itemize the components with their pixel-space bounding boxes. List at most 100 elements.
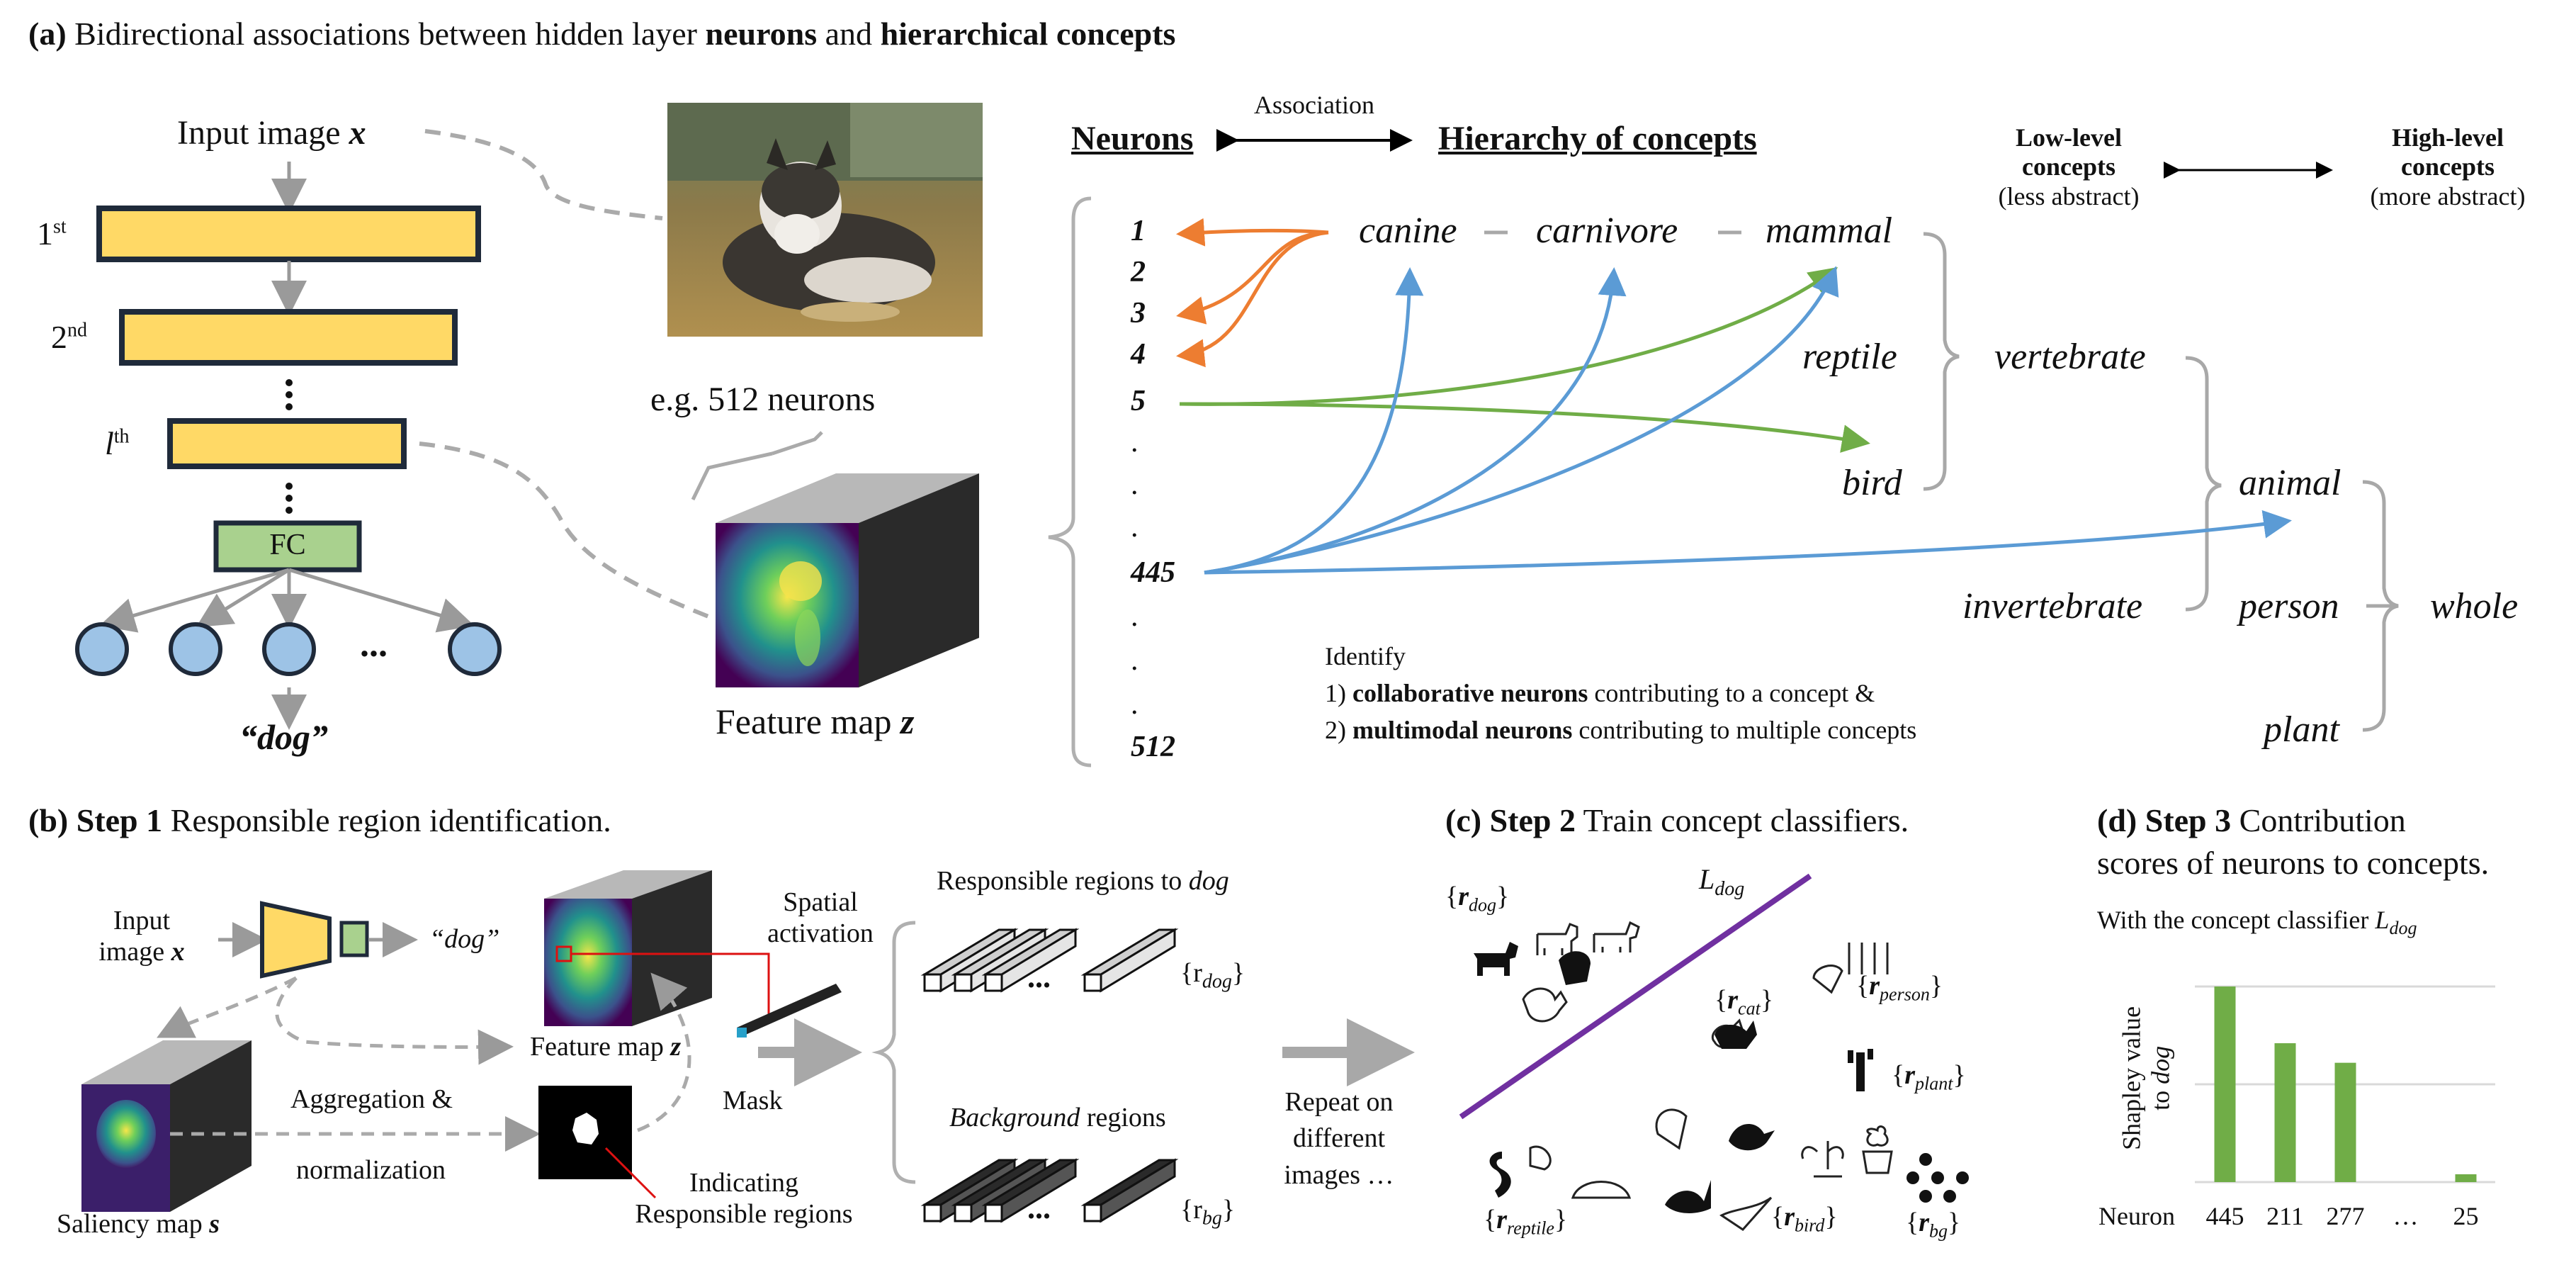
neuron-dot: . (1131, 644, 1139, 677)
neuron-id: 512 (1131, 731, 1175, 763)
shapley-chart (2195, 985, 2495, 1184)
layer-2-num: 2 (51, 319, 67, 355)
identify-2-rest: contributing to multiple concepts (1578, 716, 1917, 745)
set-dog: {rdog} (1445, 882, 1510, 916)
neuron-brace (1048, 196, 1092, 768)
b-feature-map-var: z (670, 1032, 682, 1062)
x-tick-label: … (2393, 1202, 2419, 1230)
spatial-activation-label: Spatial activation (757, 887, 884, 949)
bg-ellipsis: ... (1027, 1191, 1051, 1225)
panel-c-title: (c) Step 2 Train concept classifiers. (1445, 802, 1909, 840)
identify-item-2: 2) multimodal neurons contributing to mu… (1325, 712, 1916, 748)
identify-title: Identify (1325, 642, 1406, 670)
set-bird: {rbird} (1771, 1202, 1838, 1236)
aggregation-label: Aggregation & (290, 1084, 453, 1114)
background-text: regions (1086, 1103, 1166, 1132)
r-bg-set: {rbg} (1180, 1195, 1236, 1230)
indicating-text: Indicating (689, 1168, 799, 1198)
input-image-label: Input image x (177, 113, 366, 152)
r-dog-set: {rdog} (1180, 958, 1245, 993)
panel-a-title-neurons: neurons (705, 16, 818, 52)
background-text-it: Background (949, 1103, 1080, 1132)
animal-brace (2185, 356, 2222, 612)
concept-vertebrate: vertebrate (1994, 337, 2146, 377)
panel-b-title-text: Responsible region identification. (170, 802, 611, 838)
concept-mammal: mammal (1766, 210, 1893, 251)
set-plant-sub: plant (1915, 1073, 1953, 1094)
neuron-dot: . (1131, 426, 1139, 459)
panel-d-subtitle-sub: dog (2389, 918, 2417, 939)
panel-c-graphics (1459, 873, 1969, 1231)
neuron-dot: . (1131, 468, 1139, 501)
set-person-sub: person (1880, 984, 1930, 1005)
x-tick-label: 211 (2266, 1202, 2304, 1230)
panel-d-title-text: Contribution (2239, 802, 2406, 838)
neuron-id: 1 (1131, 215, 1146, 247)
neuron-id: 2 (1131, 256, 1146, 288)
concept-person: person (2239, 586, 2339, 626)
panel-c-title-text: Train concept classifiers. (1583, 802, 1909, 838)
concept-canine: canine (1359, 210, 1457, 251)
input-image-var: x (349, 114, 366, 152)
neuron-id: 5 (1131, 385, 1146, 417)
l-dog-label: Ldog (1699, 863, 1744, 901)
vertebrate-brace (1923, 232, 1960, 491)
bar-neuron-277 (2334, 1062, 2356, 1182)
set-plant-r: r (1904, 1060, 1916, 1090)
concept-invertebrate: invertebrate (1962, 586, 2143, 626)
set-bird-sub: bird (1795, 1215, 1825, 1236)
repeat-label: Repeat on different images … (1268, 1084, 1410, 1193)
output-ellipsis: ... (360, 624, 388, 665)
concept-whole: whole (2430, 586, 2519, 626)
repeat-line2: different (1292, 1123, 1386, 1154)
layer-1-box (96, 206, 481, 262)
b-feature-map-label: Feature map z (530, 1032, 681, 1063)
whole-brace (2362, 480, 2399, 732)
panel-b-label: (b) (28, 802, 69, 838)
panel-b-step: Step 1 (76, 802, 163, 838)
neurons-header: Neurons (1071, 120, 1194, 157)
panel-d-subtitle-text: With the concept classifier (2097, 906, 2369, 934)
high-level-title2: concepts (2401, 152, 2495, 181)
indicating-label: Indicating Responsible regions (623, 1168, 864, 1230)
high-level-note: (more abstract) (2370, 181, 2526, 210)
x-tick-label: 445 (2205, 1202, 2244, 1230)
b-input-label: Input image x (78, 906, 205, 967)
r-bg-open: {r (1180, 1195, 1202, 1225)
mask-label: Mask (723, 1086, 783, 1115)
set-cat: {rcat} (1714, 985, 1774, 1019)
x-tick-label: 25 (2453, 1202, 2479, 1230)
feature-map-var: z (900, 702, 915, 741)
neuron-id: 4 (1131, 338, 1146, 371)
classifier-separator (1459, 873, 1812, 1120)
y-axis-line2-it: dog (2147, 1045, 2175, 1084)
set-bg-r: r (1919, 1208, 1930, 1237)
layer-l-sup: th (113, 425, 130, 448)
output-node (169, 622, 222, 676)
network-diagram (75, 129, 710, 730)
b-input-text2: image (98, 936, 165, 967)
bar-neuron-211 (2274, 1043, 2296, 1182)
set-reptile-sub: reptile (1507, 1218, 1554, 1239)
low-level-label: Low-level concepts (less abstract) (1977, 123, 2161, 211)
panel-d-label: (d) (2097, 802, 2137, 838)
bar-neuron-25 (2455, 1174, 2477, 1182)
responsible-region-bars (920, 928, 1179, 993)
low-level-title: Low-level (2016, 123, 2122, 152)
saliency-label: Saliency map s (57, 1209, 220, 1240)
set-cat-r: r (1727, 985, 1739, 1015)
resp-regions-title: Responsible regions to dog (937, 866, 1229, 897)
b-feature-map-text: Feature map (530, 1032, 664, 1062)
feature-map-label: Feature map z (716, 702, 914, 743)
set-person-r: r (1869, 971, 1880, 1001)
saliency-text: Saliency map (57, 1209, 203, 1239)
neuron-id: 445 (1131, 556, 1175, 589)
set-plant: {rplant} (1892, 1060, 1966, 1094)
set-dog-sub: dog (1469, 894, 1497, 916)
panel-d-subtitle: With the concept classifier Ldog (2097, 906, 2417, 939)
set-cat-sub: cat (1738, 998, 1761, 1019)
layer-l-box (167, 418, 407, 469)
output-node (448, 622, 502, 676)
